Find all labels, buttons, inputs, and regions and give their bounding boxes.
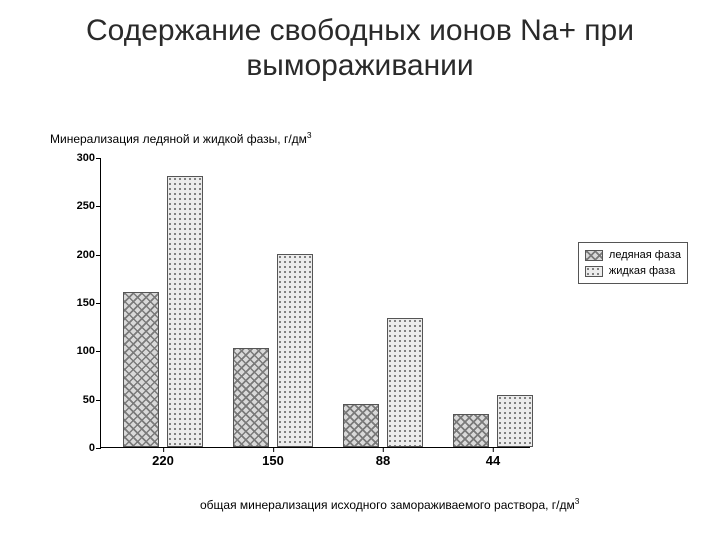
- x-category-label: 44: [486, 447, 500, 468]
- x-category-label: 150: [262, 447, 284, 468]
- x-axis-title-sup: 3: [575, 496, 580, 506]
- bar-ice: [453, 414, 489, 447]
- y-tick: 300: [61, 152, 95, 164]
- y-axis-title-sup: 3: [307, 130, 312, 140]
- legend-swatch-ice: [585, 250, 603, 261]
- y-axis-title: Минерализация ледяной и жидкой фазы, г/д…: [50, 130, 312, 146]
- bar-liquid: [497, 395, 533, 447]
- x-category-label: 88: [376, 447, 390, 468]
- slide: Содержание свободных ионов Na+ при вымор…: [0, 0, 720, 540]
- y-tick: 200: [61, 249, 95, 261]
- legend-item-ice: ледяная фаза: [585, 247, 681, 263]
- bar-liquid: [387, 318, 423, 447]
- bar-ice: [123, 292, 159, 447]
- x-axis-title: общая минерализация исходного заморажива…: [200, 496, 579, 512]
- bar-ice: [343, 404, 379, 448]
- legend-swatch-liquid: [585, 266, 603, 277]
- y-tick: 150: [61, 297, 95, 309]
- x-axis-title-text: общая минерализация исходного заморажива…: [200, 498, 575, 512]
- legend-item-liquid: жидкая фаза: [585, 263, 681, 279]
- y-tick: 0: [61, 442, 95, 454]
- legend-label-ice: ледяная фаза: [609, 249, 681, 261]
- chart: Минерализация ледяной и жидкой фазы, г/д…: [50, 130, 670, 510]
- legend: ледяная фаза жидкая фаза: [578, 242, 688, 284]
- y-tick: 100: [61, 345, 95, 357]
- y-tick: 250: [61, 200, 95, 212]
- legend-label-liquid: жидкая фаза: [609, 265, 675, 277]
- bar-ice: [233, 348, 269, 447]
- y-tick: 50: [61, 394, 95, 406]
- x-category-label: 220: [152, 447, 174, 468]
- y-axis-title-text: Минерализация ледяной и жидкой фазы, г/д…: [50, 132, 307, 146]
- bar-liquid: [277, 254, 313, 447]
- bar-liquid: [167, 176, 203, 447]
- plot-area: 0501001502002503002201508844: [100, 158, 530, 448]
- slide-title: Содержание свободных ионов Na+ при вымор…: [0, 0, 720, 83]
